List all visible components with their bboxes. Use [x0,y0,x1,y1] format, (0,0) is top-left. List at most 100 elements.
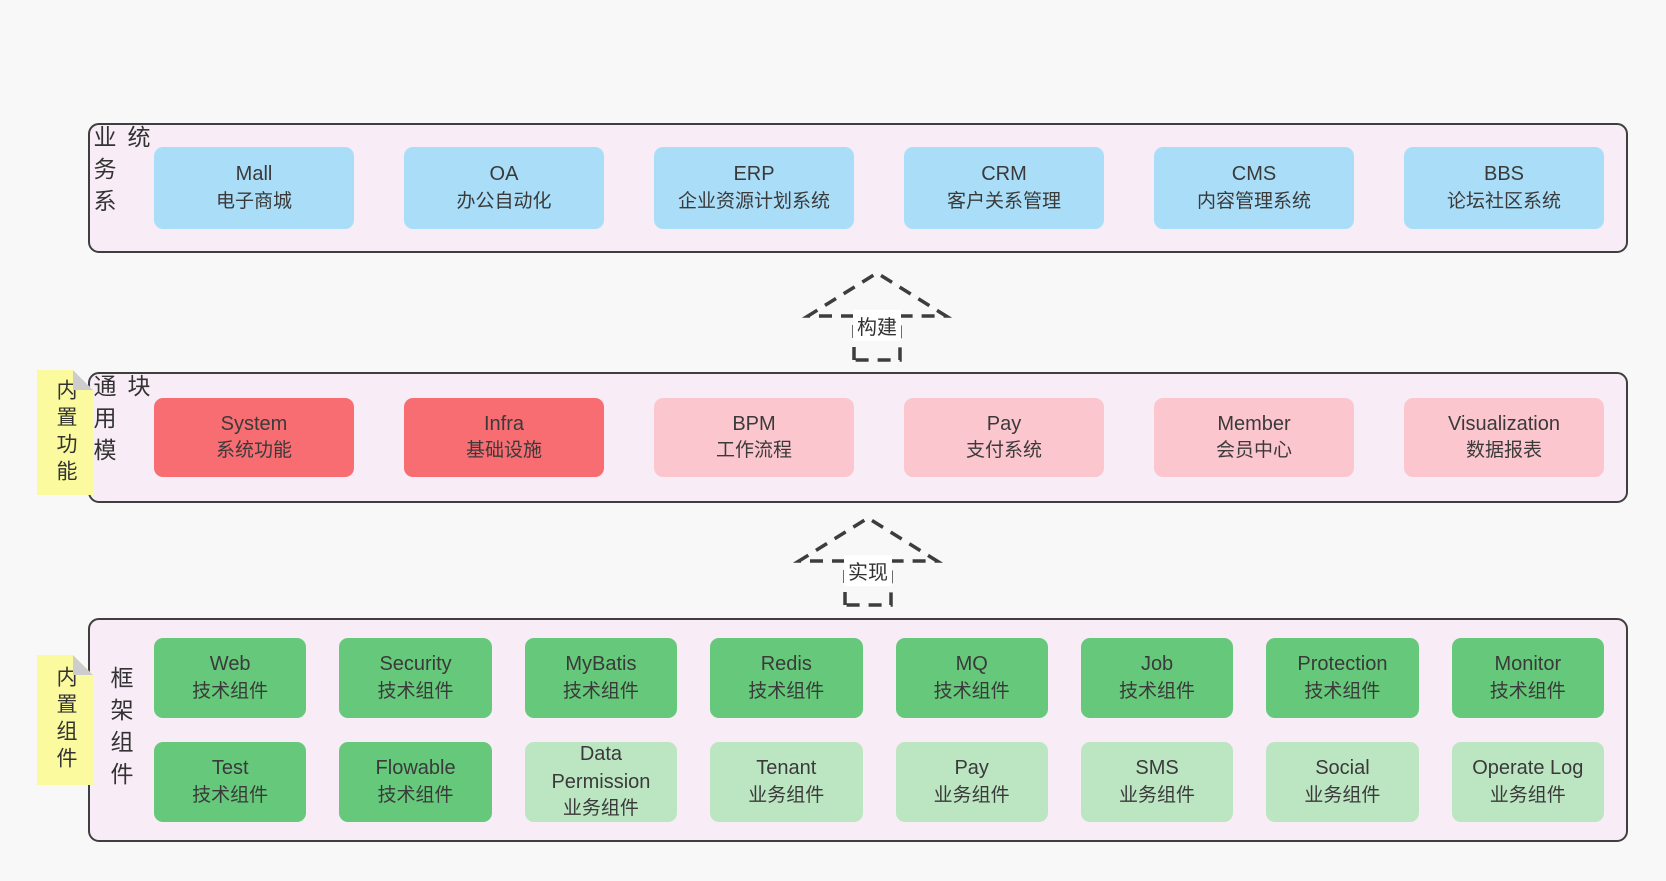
box-bbs: BBS 论坛社区系统 [1404,147,1604,229]
box-crm: CRM 客户关系管理 [904,147,1104,229]
band-label-business-systems: 业务系统 [90,125,150,221]
box-infra: Infra 基础设施 [404,398,604,477]
box-name-en: Mall [235,163,273,186]
box-name-zh: 技术组件 [377,680,454,702]
box-name-zh: 数据报表 [1465,440,1542,462]
box-name-zh: 业务组件 [562,798,639,820]
box-name-en: MyBatis [565,653,637,676]
box-name-zh: 技术组件 [377,784,454,806]
box-oa: OA 办公自动化 [404,147,604,229]
box-name-en: Data Permission [551,743,651,793]
box-name-en: BBS [1483,163,1525,186]
box-name-zh: 技术组件 [1119,680,1196,702]
box-name-zh: 企业资源计划系统 [677,190,830,212]
box-name-zh: 业务组件 [1489,784,1566,806]
box-name-zh: 支付系统 [965,440,1042,462]
box-name-en: Visualization [1448,412,1560,435]
box-erp: ERP 企业资源计划系统 [654,147,854,229]
box-name-en: Infra [483,412,525,435]
box-name-zh: 内容管理系统 [1196,190,1311,212]
box-job: Job 技术组件 [1080,638,1234,718]
box-row-tech: Web 技术组件 Security 技术组件 MyBatis 技术组件 Redi… [154,638,1604,718]
arrow-build: 构建 [802,268,952,364]
box-member: Member 会员中心 [1154,398,1354,477]
box-name-en: SMS [1135,757,1179,780]
box-name-zh: 系统功能 [215,440,292,462]
box-name-zh: 技术组件 [562,680,639,702]
box-name-en: CRM [981,163,1027,186]
box-name-en: Protection [1297,653,1388,676]
band-content: Mall 电子商城 OA 办公自动化 ERP 企业资源计划系统 CRM 客户关系… [150,125,1626,251]
box-name-en: Member [1217,412,1291,435]
box-bpm: BPM 工作流程 [654,398,854,477]
box-flowable: Flowable 技术组件 [339,742,492,822]
box-sms: SMS 业务组件 [1080,742,1234,822]
band-business-systems: 业务系统 Mall 电子商城 OA 办公自动化 ERP 企业资源计划系统 CRM… [88,123,1628,253]
box-pay-module: Pay 支付系统 [904,398,1104,477]
box-name-en: Monitor [1494,653,1562,676]
box-operate-log: Operate Log 业务组件 [1451,742,1604,822]
box-mybatis: MyBatis 技术组件 [524,638,678,718]
box-name-en: Job [1140,653,1174,676]
box-row-business: Test 技术组件 Flowable 技术组件 Data Permission … [154,742,1604,822]
box-name-zh: 技术组件 [933,680,1010,702]
box-name-zh: 客户关系管理 [946,190,1061,212]
box-name-en: System [220,412,288,435]
box-test: Test 技术组件 [154,742,307,822]
box-name-zh: 技术组件 [1489,680,1566,702]
box-row: System 系统功能 Infra 基础设施 BPM 工作流程 Pay 支付系统… [154,398,1604,477]
box-name-en: CMS [1231,163,1277,186]
box-visualization: Visualization 数据报表 [1404,398,1604,477]
box-row: Mall 电子商城 OA 办公自动化 ERP 企业资源计划系统 CRM 客户关系… [154,147,1604,229]
box-name-zh: 工作流程 [715,440,792,462]
box-name-en: Test [211,757,249,780]
band-content: Web 技术组件 Security 技术组件 MyBatis 技术组件 Redi… [150,620,1626,840]
box-name-en: OA [489,163,519,186]
sticky-note-label: 内置组件 [54,666,77,774]
dashed-up-arrow-icon [802,270,952,362]
box-pay-component: Pay 业务组件 [895,742,1048,822]
box-name-zh: 技术组件 [192,784,269,806]
sticky-note-built-in-features: 内置功能 [37,370,93,495]
box-name-en: MQ [955,653,988,676]
box-name-zh: 论坛社区系统 [1446,190,1561,212]
band-common-modules: 通用模块 System 系统功能 Infra 基础设施 BPM 工作流程 Pay… [88,372,1628,503]
box-security: Security 技术组件 [339,638,492,718]
box-name-en: Pay [986,412,1022,435]
box-name-zh: 技术组件 [192,680,269,702]
box-name-en: ERP [733,163,775,186]
arrow-implement: 实现 [793,513,943,609]
box-protection: Protection 技术组件 [1266,638,1419,718]
band-content: System 系统功能 Infra 基础设施 BPM 工作流程 Pay 支付系统… [150,374,1626,501]
box-name-en: Redis [760,653,812,676]
box-name-zh: 业务组件 [1304,784,1381,806]
box-name-zh: 业务组件 [933,784,1010,806]
box-name-en: BPM [732,412,776,435]
box-name-zh: 业务组件 [748,784,825,806]
box-name-zh: 技术组件 [1304,680,1381,702]
box-social: Social 业务组件 [1266,742,1419,822]
box-tenant: Tenant 业务组件 [710,742,863,822]
box-mq: MQ 技术组件 [895,638,1048,718]
box-redis: Redis 技术组件 [710,638,863,718]
box-name-zh: 会员中心 [1215,440,1292,462]
box-data-permission: Data Permission 业务组件 [524,742,678,822]
box-name-zh: 电子商城 [215,190,292,212]
box-name-zh: 办公自动化 [456,190,552,212]
box-web: Web 技术组件 [154,638,307,718]
sticky-note-label: 内置功能 [54,378,77,487]
box-name-en: Flowable [375,757,456,780]
box-name-en: Operate Log [1472,757,1584,780]
dashed-up-arrow-icon [793,515,943,607]
box-name-en: Pay [954,757,989,780]
band-label-framework-components: 框架组件 [107,666,133,794]
band-label-common-modules: 通用模块 [90,374,150,470]
band-framework-components: 框架组件 Web 技术组件 Security 技术组件 MyBatis 技术组件… [88,618,1628,842]
box-name-en: Security [379,653,452,676]
box-name-zh: 业务组件 [1119,784,1196,806]
box-cms: CMS 内容管理系统 [1154,147,1354,229]
box-name-en: Web [209,653,251,676]
arrow-implement-label: 实现 [844,555,892,586]
box-name-zh: 技术组件 [748,680,825,702]
box-name-zh: 基础设施 [465,440,542,462]
